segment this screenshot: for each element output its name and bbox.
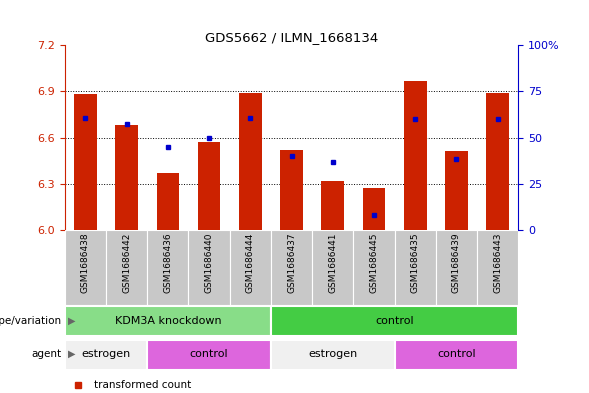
Bar bbox=[280, 150, 303, 230]
Bar bbox=[271, 340, 395, 370]
Bar bbox=[65, 340, 147, 370]
Bar bbox=[147, 230, 188, 305]
Bar bbox=[477, 230, 518, 305]
Text: GSM1686440: GSM1686440 bbox=[204, 232, 214, 293]
Bar bbox=[395, 340, 518, 370]
Text: GSM1686443: GSM1686443 bbox=[493, 232, 502, 293]
Text: control: control bbox=[190, 349, 229, 359]
Text: GSM1686436: GSM1686436 bbox=[163, 232, 173, 293]
Text: ▶: ▶ bbox=[68, 349, 75, 359]
Bar bbox=[487, 93, 509, 230]
Bar bbox=[198, 142, 220, 230]
Text: GSM1686439: GSM1686439 bbox=[452, 232, 461, 293]
Bar bbox=[436, 230, 477, 305]
Bar bbox=[353, 230, 395, 305]
Bar bbox=[322, 181, 344, 230]
Text: transformed count: transformed count bbox=[94, 380, 191, 390]
Bar bbox=[230, 230, 271, 305]
Text: GSM1686435: GSM1686435 bbox=[411, 232, 420, 293]
Title: GDS5662 / ILMN_1668134: GDS5662 / ILMN_1668134 bbox=[205, 31, 378, 44]
Bar bbox=[147, 340, 271, 370]
Text: genotype/variation: genotype/variation bbox=[0, 316, 62, 326]
Text: ▶: ▶ bbox=[68, 316, 75, 326]
Bar bbox=[157, 173, 179, 230]
Text: GSM1686437: GSM1686437 bbox=[287, 232, 296, 293]
Text: GSM1686438: GSM1686438 bbox=[81, 232, 90, 293]
Text: KDM3A knockdown: KDM3A knockdown bbox=[114, 316, 221, 326]
Text: control: control bbox=[437, 349, 476, 359]
Bar bbox=[65, 306, 271, 336]
Bar bbox=[395, 230, 436, 305]
Bar bbox=[188, 230, 230, 305]
Text: estrogen: estrogen bbox=[308, 349, 358, 359]
Bar bbox=[239, 93, 262, 230]
Text: GSM1686444: GSM1686444 bbox=[246, 232, 255, 292]
Bar bbox=[271, 306, 518, 336]
Text: estrogen: estrogen bbox=[81, 349, 131, 359]
Bar bbox=[115, 125, 138, 230]
Bar bbox=[74, 94, 97, 230]
Text: GSM1686445: GSM1686445 bbox=[369, 232, 379, 293]
Bar bbox=[106, 230, 147, 305]
Bar bbox=[445, 151, 468, 230]
Text: control: control bbox=[375, 316, 414, 326]
Bar bbox=[271, 230, 312, 305]
Text: agent: agent bbox=[32, 349, 62, 359]
Bar bbox=[363, 188, 385, 230]
Bar bbox=[404, 81, 426, 230]
Bar bbox=[65, 230, 106, 305]
Text: GSM1686441: GSM1686441 bbox=[328, 232, 337, 293]
Text: GSM1686442: GSM1686442 bbox=[122, 232, 131, 292]
Bar bbox=[312, 230, 353, 305]
